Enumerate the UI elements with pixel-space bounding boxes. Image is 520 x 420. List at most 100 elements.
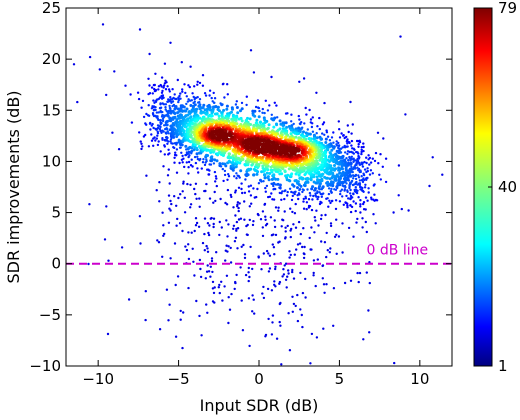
scatter-point (338, 171, 342, 175)
scatter-point (231, 154, 235, 158)
scatter-point (210, 111, 214, 115)
scatter-point (275, 337, 279, 340)
scatter-point (321, 132, 324, 135)
scatter-point (316, 178, 320, 182)
scatter-point (261, 144, 265, 148)
scatter-point (232, 224, 236, 227)
scatter-point (310, 332, 314, 336)
scatter-point (393, 361, 396, 365)
scatter-point (193, 85, 196, 88)
scatter-point (320, 240, 323, 243)
scatter-point (161, 255, 164, 258)
scatter-point (292, 122, 295, 126)
scatter-point (217, 286, 220, 289)
scatter-point (333, 235, 337, 238)
scatter-point (341, 180, 344, 184)
scatter-point (265, 171, 269, 175)
scatter-point (247, 266, 250, 270)
scatter-point (342, 134, 345, 137)
scatter-point (297, 197, 300, 201)
scatter-point (339, 190, 342, 193)
scatter-point (201, 84, 205, 87)
scatter-point (153, 89, 157, 93)
scatter-point (152, 126, 155, 130)
scatter-point (154, 72, 157, 76)
scatter-point (315, 136, 319, 140)
zero-db-line-label: 0 dB line (367, 243, 429, 259)
scatter-point (144, 318, 147, 322)
scatter-point (297, 114, 300, 118)
scatter-point (196, 157, 200, 161)
scatter-point (333, 164, 336, 167)
scatter-point (278, 320, 281, 324)
scatter-point (261, 292, 264, 295)
scatter-point (299, 176, 303, 180)
scatter-point (227, 175, 231, 178)
scatter-point (212, 222, 215, 226)
scatter-point (304, 195, 307, 198)
scatter-point (306, 176, 310, 180)
scatter-point (257, 163, 261, 166)
scatter-point (367, 154, 370, 157)
scatter-point (218, 132, 222, 136)
scatter-point (242, 243, 245, 247)
scatter-point (179, 193, 182, 196)
scatter-point (313, 170, 317, 174)
scatter-point (381, 165, 384, 168)
scatter-point (237, 218, 241, 221)
scatter-point (234, 129, 238, 133)
scatter-point (357, 152, 360, 155)
scatter-point (169, 96, 172, 99)
scatter-point (224, 259, 227, 262)
scatter-point (346, 204, 349, 207)
scatter-point (291, 210, 294, 214)
scatter-point (316, 190, 319, 193)
scatter-point (346, 142, 349, 145)
scatter-point (244, 119, 248, 123)
scatter-point (322, 121, 326, 124)
scatter-point (140, 106, 143, 109)
scatter-point (236, 201, 240, 204)
scatter-point (235, 106, 239, 109)
scatter-point (314, 219, 317, 222)
scatter-point (252, 173, 256, 177)
scatter-point (329, 222, 333, 225)
scatter-point (168, 152, 171, 155)
scatter-point (258, 121, 262, 124)
scatter-point (329, 201, 332, 205)
y-tick-label: 10 (42, 152, 61, 170)
scatter-point (160, 131, 163, 134)
scatter-point (362, 202, 365, 206)
scatter-point (288, 256, 291, 259)
scatter-point (352, 200, 355, 203)
scatter-point (212, 201, 215, 204)
scatter-point (223, 162, 227, 166)
scatter-point (206, 264, 209, 267)
scatter-point (169, 199, 172, 203)
scatter-point (138, 28, 142, 31)
scatter-point (293, 212, 297, 215)
scatter-point (266, 175, 270, 179)
scatter-point (193, 143, 197, 147)
scatter-point (180, 143, 184, 147)
scatter-point (299, 232, 302, 236)
scatter-point (169, 140, 172, 143)
scatter-point (352, 177, 355, 180)
y-tick-label: 25 (42, 0, 61, 17)
scatter-point (159, 129, 162, 133)
colorbar-ticks: 1 40 79 (488, 0, 517, 375)
scatter-point (179, 97, 182, 100)
scatter-point (187, 231, 190, 234)
scatter-point (304, 296, 307, 299)
scatter-point (213, 170, 217, 174)
scatter-point (244, 178, 247, 181)
scatter-point (265, 184, 269, 188)
scatter-point (167, 221, 171, 224)
scatter-point (309, 118, 313, 121)
scatter-point (237, 156, 241, 160)
scatter-point (150, 139, 154, 142)
scatter-point (208, 378, 210, 380)
scatter-point (145, 112, 148, 116)
scatter-point (190, 231, 193, 234)
scatter-point (321, 153, 324, 156)
